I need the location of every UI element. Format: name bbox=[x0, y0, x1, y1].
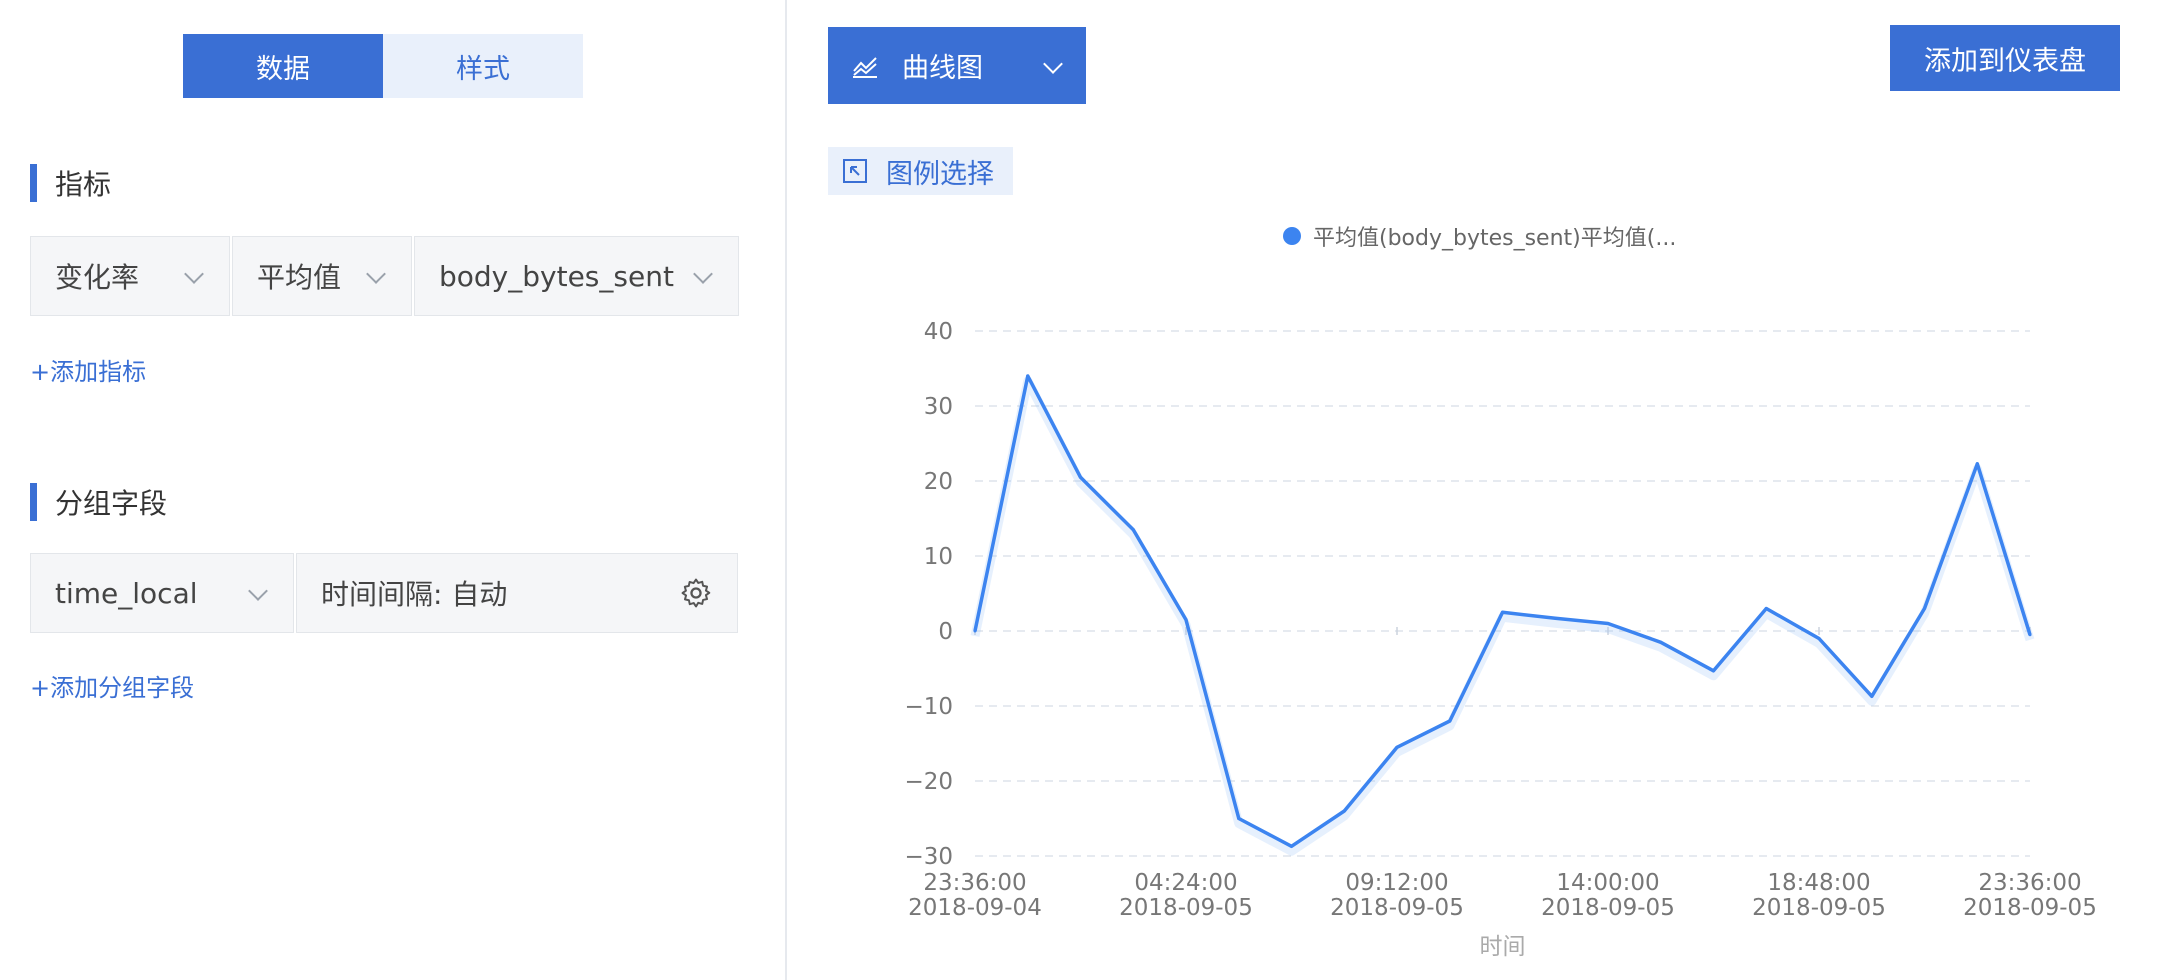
x-tick-label: 14:00:00 bbox=[1556, 870, 1659, 896]
legend-select-button[interactable]: 图例选择 bbox=[828, 147, 1013, 195]
data-point bbox=[1764, 607, 1768, 610]
x-axis-title: 时间 bbox=[1480, 934, 1526, 960]
y-tick-label: 10 bbox=[924, 544, 953, 570]
data-point bbox=[1712, 669, 1715, 673]
metric-field-value: body_bytes_sent bbox=[439, 259, 674, 293]
group-field-select[interactable]: time_local bbox=[30, 553, 294, 633]
config-tabs: 数据 样式 bbox=[183, 34, 583, 98]
metric-function-value: 变化率 bbox=[55, 261, 140, 294]
metrics-section-title: 指标 bbox=[30, 163, 111, 203]
data-point bbox=[1237, 817, 1241, 820]
line-chart-icon bbox=[853, 56, 877, 78]
add-to-dashboard-button[interactable]: 添加到仪表盘 bbox=[1890, 25, 2120, 91]
y-tick-label: −20 bbox=[904, 769, 953, 795]
x-tick-label: 23:36:00 bbox=[923, 870, 1026, 896]
x-tick-label: 2018-09-05 bbox=[1541, 895, 1675, 921]
y-tick-label: 20 bbox=[924, 469, 953, 495]
y-tick-label: −10 bbox=[904, 694, 953, 720]
data-point bbox=[1184, 618, 1188, 622]
data-point bbox=[1448, 719, 1452, 723]
chart-type-select[interactable]: 曲线图 bbox=[828, 27, 1086, 104]
chart-type-label: 曲线图 bbox=[902, 53, 983, 84]
x-tick-label: 2018-09-04 bbox=[908, 895, 1042, 921]
x-tick-label: 2018-09-05 bbox=[1119, 895, 1253, 921]
data-point bbox=[1131, 528, 1135, 532]
series-shadow bbox=[970, 376, 2035, 856]
group-field-value: time_local bbox=[55, 576, 198, 610]
x-tick-label: 2018-09-05 bbox=[1752, 895, 1886, 921]
metric-aggregation-value: 平均值 bbox=[257, 261, 342, 294]
x-tick-label: 18:48:00 bbox=[1767, 870, 1870, 896]
data-point bbox=[1553, 616, 1557, 620]
tab-style[interactable]: 样式 bbox=[383, 34, 583, 98]
metric-field-select[interactable]: body_bytes_sent bbox=[414, 236, 739, 316]
data-point bbox=[1817, 637, 1821, 640]
data-point bbox=[1659, 640, 1663, 644]
legend-dot bbox=[1283, 227, 1301, 245]
data-point bbox=[1026, 374, 1030, 378]
data-point bbox=[1079, 475, 1082, 479]
x-tick-label: 04:24:00 bbox=[1134, 870, 1237, 896]
interval-field[interactable]: 时间间隔: 自动 bbox=[296, 553, 738, 633]
data-point bbox=[1342, 809, 1346, 813]
chart-legend[interactable]: 平均值(body_bytes_sent)平均值(... bbox=[1283, 220, 1676, 252]
panel-divider bbox=[785, 0, 787, 980]
tab-data[interactable]: 数据 bbox=[183, 34, 383, 98]
metric-aggregation-select[interactable]: 平均值 bbox=[232, 236, 412, 316]
y-tick-label: 30 bbox=[924, 394, 953, 420]
metric-function-select[interactable]: 变化率 bbox=[30, 236, 230, 316]
group-section-title: 分组字段 bbox=[30, 482, 167, 522]
data-point bbox=[1975, 462, 1979, 466]
data-point bbox=[1290, 844, 1293, 848]
x-tick-label: 23:36:00 bbox=[1978, 870, 2081, 896]
group-select-row: time_local 时间间隔: 自动 bbox=[30, 553, 738, 633]
add-metric-link[interactable]: +添加指标 bbox=[30, 358, 147, 386]
legend-series-name: 平均值(body_bytes_sent)平均值(... bbox=[1313, 226, 1677, 251]
group-title: 分组字段 bbox=[55, 487, 168, 520]
legend-select-label: 图例选择 bbox=[886, 158, 994, 190]
x-tick-label: 2018-09-05 bbox=[1963, 895, 2097, 921]
y-tick-label: 40 bbox=[924, 319, 953, 345]
data-point bbox=[1501, 610, 1504, 614]
section-marker bbox=[30, 483, 37, 521]
data-point bbox=[1395, 745, 1399, 749]
y-tick-label: 0 bbox=[938, 619, 953, 645]
data-point bbox=[973, 629, 977, 633]
metrics-title: 指标 bbox=[55, 168, 112, 201]
y-tick-label: −30 bbox=[904, 844, 953, 870]
data-point bbox=[1606, 622, 1610, 625]
legend-select-icon bbox=[843, 159, 867, 183]
gear-icon[interactable] bbox=[679, 576, 713, 610]
section-marker bbox=[30, 164, 37, 202]
metric-select-row: 变化率 平均值 body_bytes_sent bbox=[30, 236, 739, 316]
x-tick-label: 2018-09-05 bbox=[1330, 895, 1464, 921]
config-panel: 数据 样式 指标 变化率 平均值 body_bytes_sent +添加指标 bbox=[0, 0, 785, 980]
interval-value: 时间间隔: 自动 bbox=[321, 578, 508, 611]
data-point bbox=[2028, 633, 2032, 637]
data-point bbox=[1870, 694, 1874, 698]
data-point bbox=[1923, 607, 1926, 610]
x-tick-label: 09:12:00 bbox=[1345, 870, 1448, 896]
add-group-field-link[interactable]: +添加分组字段 bbox=[30, 674, 195, 702]
